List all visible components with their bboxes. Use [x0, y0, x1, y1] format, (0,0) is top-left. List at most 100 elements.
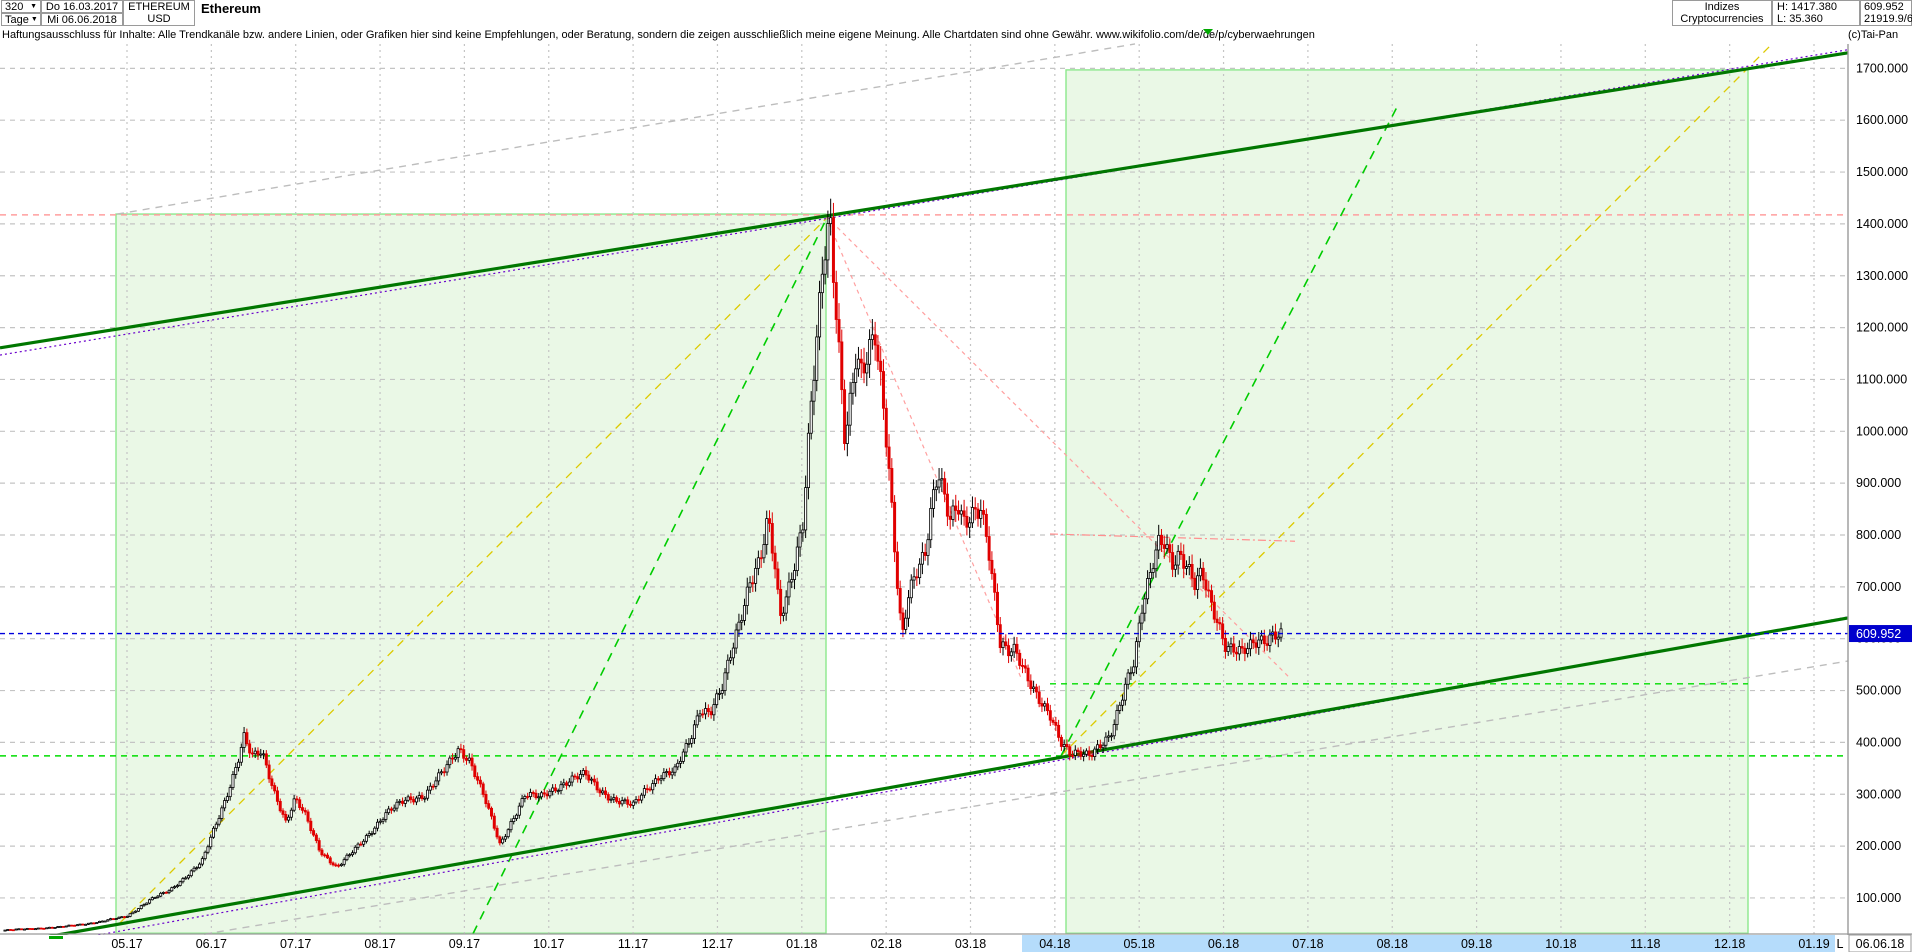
candle-body	[742, 605, 746, 621]
candle-body	[370, 832, 374, 835]
candle-body	[223, 800, 227, 809]
candle-body	[387, 808, 391, 814]
candle-body	[873, 334, 877, 346]
candle-body	[189, 870, 193, 877]
x-axis-label: 03.18	[955, 937, 986, 951]
candle-body	[581, 770, 585, 775]
candle-body	[623, 799, 627, 802]
candle-body	[1040, 703, 1044, 707]
candle-body	[887, 446, 891, 469]
candle-body	[934, 486, 938, 491]
candle-body	[1104, 736, 1108, 746]
candle-body	[615, 797, 619, 802]
candle-body	[167, 890, 171, 894]
candle-body	[323, 854, 327, 857]
candle-body	[295, 798, 299, 801]
candle-body	[1173, 564, 1177, 570]
candle-body	[662, 772, 666, 780]
candle-body	[659, 778, 663, 781]
candle-body	[565, 782, 569, 786]
candle-body	[186, 875, 190, 879]
candle-body	[523, 796, 527, 799]
candle-body	[787, 581, 791, 598]
x-axis-label: 09.17	[449, 937, 480, 951]
low-value: L: 35.360	[1777, 13, 1823, 25]
candle-body	[478, 779, 482, 785]
x-axis-label: 04.18	[1039, 937, 1070, 951]
candle-body	[153, 897, 157, 899]
candle-body	[1237, 646, 1241, 655]
candle-body	[1093, 748, 1097, 757]
candle-body	[406, 796, 410, 801]
candle-body	[200, 858, 204, 865]
candle-body	[962, 510, 966, 517]
x-axis-label: 07.17	[280, 937, 311, 951]
candle-body	[114, 918, 118, 920]
candle-body	[39, 927, 43, 930]
candle-body	[1098, 744, 1102, 749]
candle-body	[578, 774, 582, 780]
category-cell[interactable]: Indizes Cryptocurrencies	[1672, 0, 1772, 26]
candle-body	[123, 916, 127, 919]
candle-body	[1151, 568, 1155, 573]
chart-header: 320 ▼ Tage ▼ Do 16.03.2017 Mi 06.06.2018…	[0, 0, 1912, 26]
y-axis-label: 1600.000	[1856, 113, 1908, 127]
candle-body	[804, 487, 808, 531]
candle-body	[420, 795, 424, 799]
candle-body	[940, 478, 944, 481]
candle-body	[1210, 590, 1214, 603]
candle-body	[1068, 746, 1072, 756]
candle-body	[1096, 744, 1100, 750]
candle-body	[42, 927, 46, 930]
y-axis-label: 900.000	[1856, 476, 1901, 490]
candle-body	[175, 885, 179, 888]
candle-body	[918, 563, 922, 579]
candle-body	[106, 919, 110, 922]
candle-body	[820, 273, 824, 294]
candle-body	[1248, 639, 1252, 650]
candle-body	[501, 838, 505, 844]
channel-box-2018	[1065, 69, 1749, 934]
candle-body	[729, 657, 733, 661]
price-marker-badge	[1849, 625, 1912, 643]
y-axis-label: 1400.000	[1856, 217, 1908, 231]
candle-body	[6, 929, 10, 931]
candle-body	[337, 864, 341, 867]
candle-body	[1198, 567, 1202, 577]
candle-body	[328, 857, 332, 864]
period-unit-dropdown[interactable]: Tage ▼	[1, 13, 41, 26]
candle-body	[795, 546, 799, 571]
candle-body	[576, 776, 580, 780]
candle-body	[64, 925, 68, 928]
candle-body	[984, 513, 988, 537]
candle-body	[364, 835, 368, 842]
candle-body	[120, 916, 124, 919]
candle-body	[426, 789, 430, 799]
date-to-cell[interactable]: Mi 06.06.2018	[41, 13, 123, 26]
candle-body	[1079, 751, 1083, 757]
candle-body	[67, 924, 71, 927]
candle-body	[528, 792, 532, 797]
candle-body	[512, 818, 516, 822]
candle-body	[173, 886, 177, 889]
candle-body	[342, 859, 346, 865]
candle-body	[553, 787, 557, 792]
candle-body	[159, 892, 163, 897]
candle-body	[545, 793, 549, 797]
chevron-down-icon: ▼	[30, 3, 37, 10]
candle-body	[1043, 703, 1047, 707]
marker-triangle-icon	[1203, 29, 1213, 35]
candle-body	[1265, 643, 1269, 646]
candle-body	[47, 926, 51, 929]
candle-body	[715, 693, 719, 706]
date-from-cell[interactable]: Do 16.03.2017	[41, 0, 123, 13]
period-count-dropdown[interactable]: 320 ▼	[1, 0, 41, 13]
candle-body	[1126, 672, 1130, 685]
symbol-cell[interactable]: ETHEREUM USD	[123, 0, 195, 26]
candle-body	[865, 363, 869, 374]
candle-body	[59, 926, 63, 928]
x-axis-label: 05.17	[111, 937, 142, 951]
x-axis-label: 10.18	[1545, 937, 1576, 951]
candle-body	[793, 570, 797, 580]
